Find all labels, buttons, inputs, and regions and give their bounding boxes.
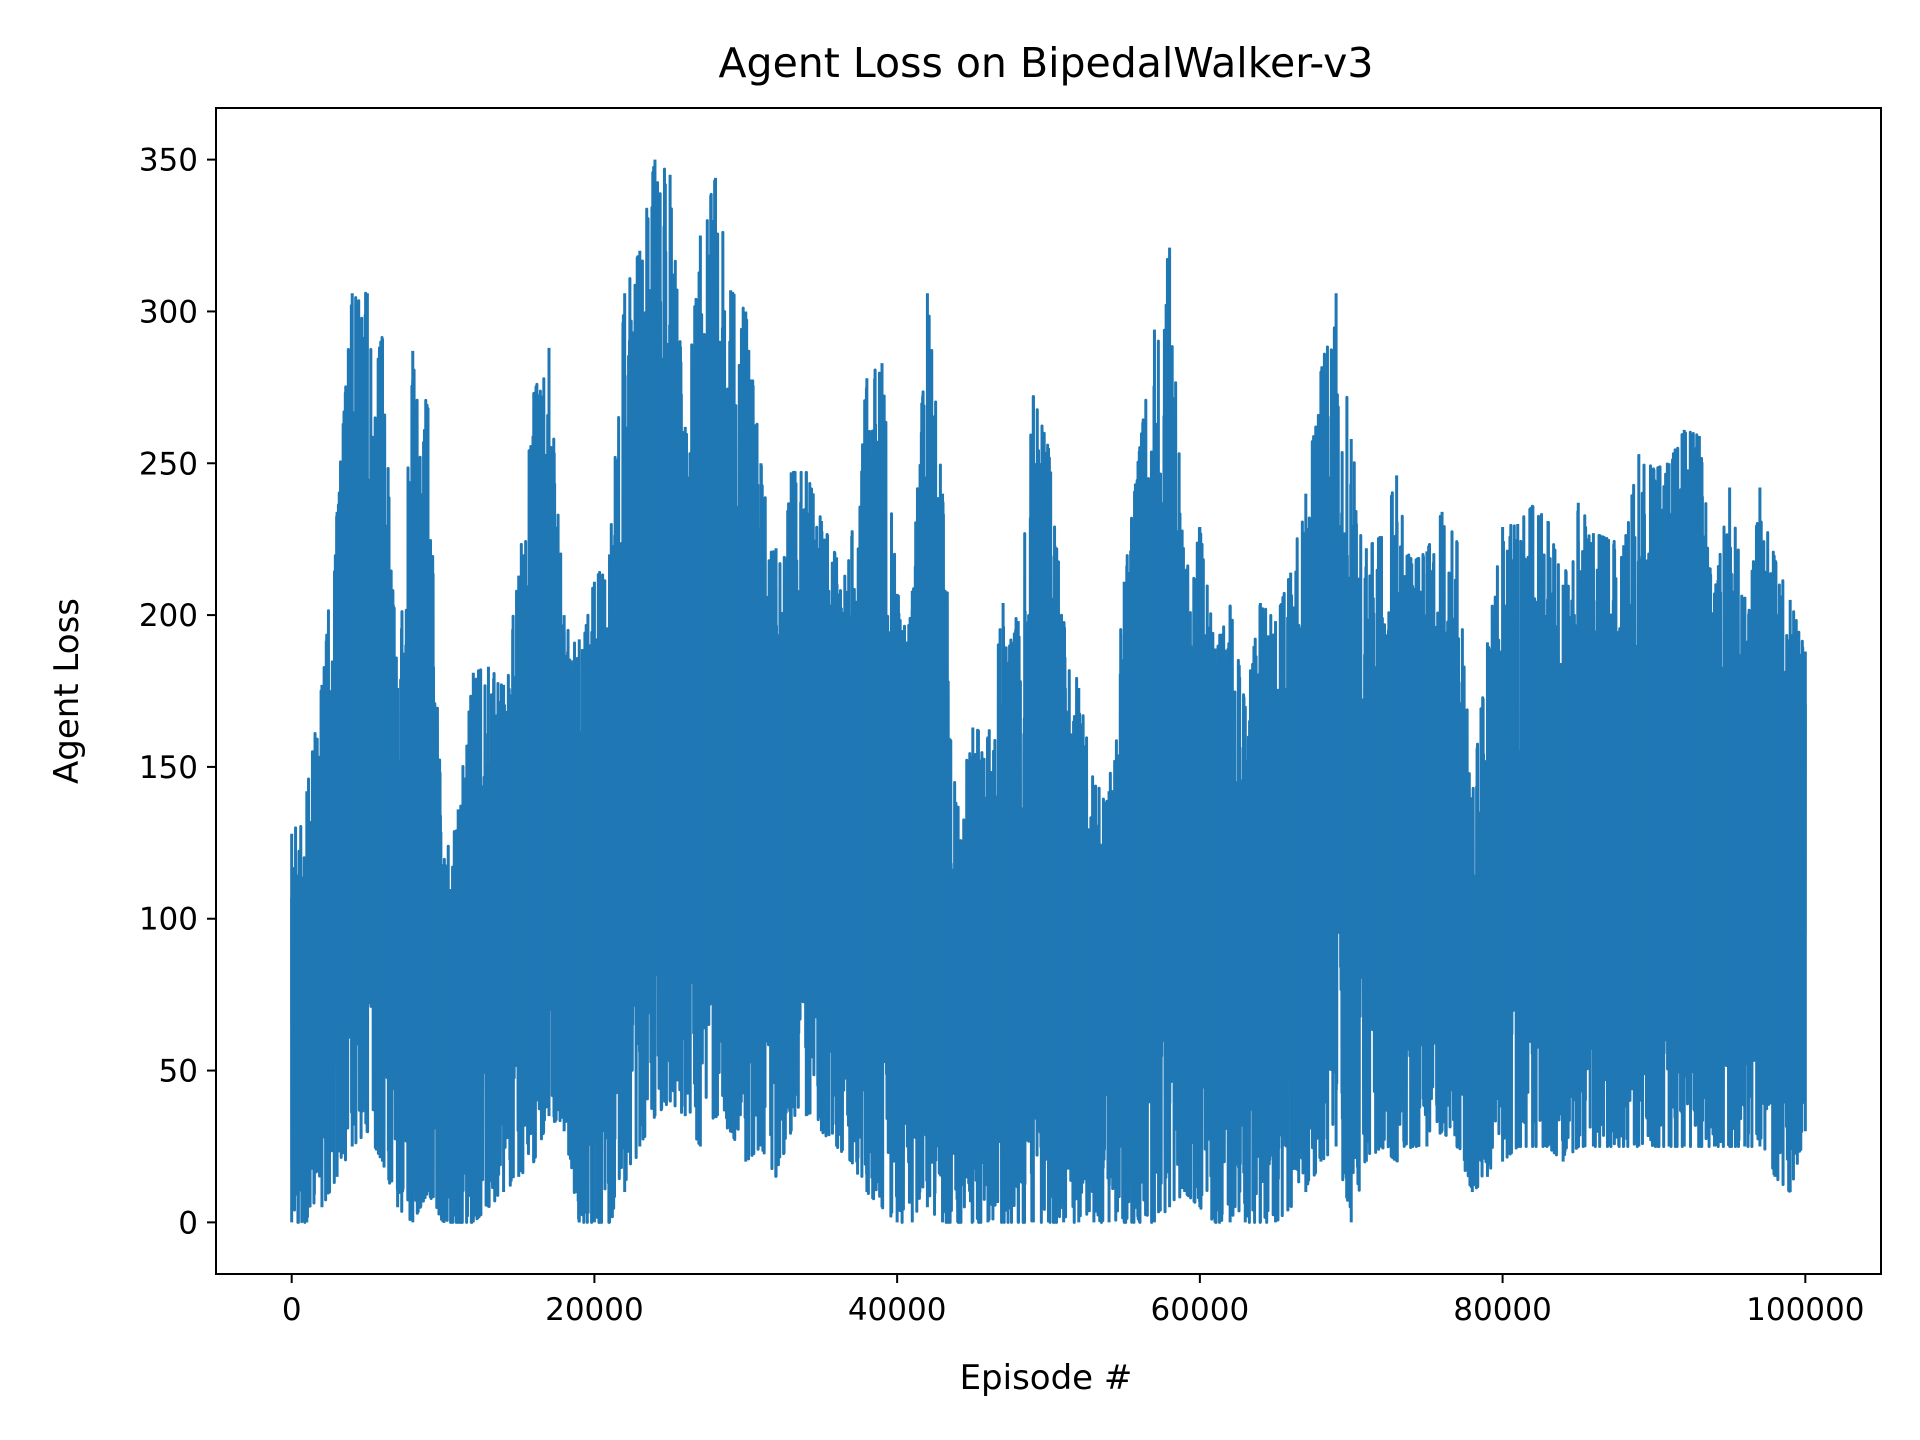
plot-frame [215,107,1882,1275]
x-tick-label: 20000 [545,1292,644,1328]
x-axis: 0 20000 40000 60000 80000 100000 [282,1274,1864,1328]
x-tick-label: 80000 [1453,1292,1552,1328]
y-tick-label: 250 [139,446,198,482]
y-tick-label: 350 [139,143,198,179]
y-axis: 0 50 100 150 200 250 300 350 [139,143,216,1241]
y-axis-title: Agent Loss [47,598,87,784]
x-tick-label: 100000 [1746,1292,1864,1328]
x-tick-label: 0 [282,1292,302,1328]
x-axis-title: Episode # [960,1358,1133,1398]
y-tick-label: 50 [159,1054,198,1090]
x-tick-label: 40000 [848,1292,947,1328]
y-tick-label: 150 [139,750,198,786]
y-tick-label: 100 [139,902,198,938]
y-tick-label: 200 [139,598,198,634]
y-tick-label: 300 [139,294,198,330]
x-tick-label: 60000 [1151,1292,1250,1328]
y-tick-label: 0 [178,1205,198,1241]
chart-title: Agent Loss on BipedalWalker-v3 [719,39,1374,87]
plot-data-layer [290,159,1807,1224]
